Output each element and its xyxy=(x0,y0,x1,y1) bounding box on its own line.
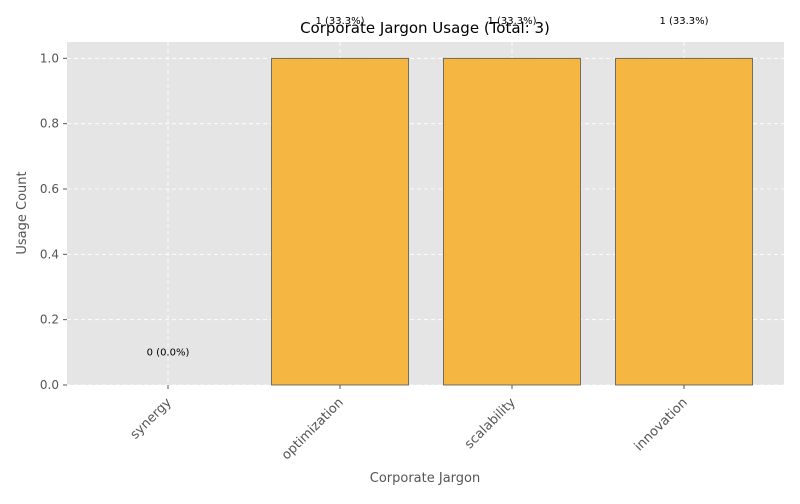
y-axis-label: Usage Count xyxy=(15,171,30,254)
data-label: 1 (33.3%) xyxy=(487,16,536,27)
y-tick-label: 1.0 xyxy=(40,51,59,65)
y-tick-label: 0.6 xyxy=(40,182,59,196)
bar-scalability xyxy=(443,57,581,386)
y-tick-label: 0.4 xyxy=(40,247,59,261)
y-tick-label: 0.0 xyxy=(40,378,59,392)
y-tick-label: 0.8 xyxy=(40,117,59,131)
x-tick-label: scalability xyxy=(462,395,519,452)
x-axis: synergy optimization scalability innovation xyxy=(128,385,691,463)
x-tick-label: synergy xyxy=(128,395,175,442)
data-label: 1 (33.3%) xyxy=(659,16,708,27)
y-tick-label: 0.2 xyxy=(40,313,59,327)
data-labels: 0 (0.0%) 1 (33.3%) 1 (33.3%) 1 (33.3%) xyxy=(147,16,709,358)
y-axis: 0.0 0.2 0.4 0.6 0.8 1.0 xyxy=(40,51,67,392)
bar-optimization xyxy=(271,57,409,386)
x-axis-label: Corporate Jargon xyxy=(370,471,480,486)
x-tick-label: innovation xyxy=(632,395,691,454)
bar-innovation xyxy=(615,57,753,386)
x-tick-label: optimization xyxy=(279,395,347,463)
data-label: 0 (0.0%) xyxy=(147,347,190,358)
data-label: 1 (33.3%) xyxy=(315,16,364,27)
bars xyxy=(271,57,753,386)
chart-title: Corporate Jargon Usage (Total: 3) xyxy=(300,19,550,37)
